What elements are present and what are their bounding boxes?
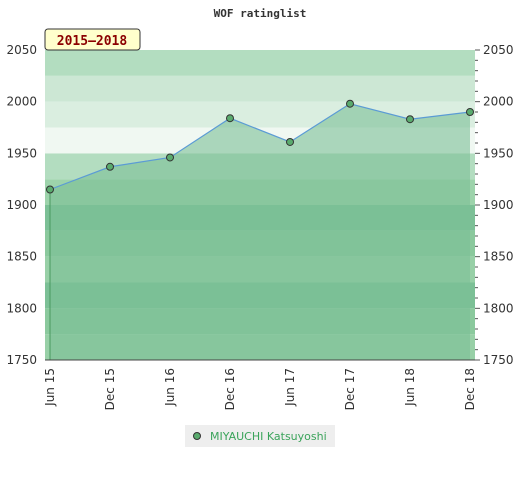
y-tick-label-right: 1900 bbox=[483, 198, 514, 212]
y-tick-label-left: 2000 bbox=[6, 95, 37, 109]
data-point bbox=[346, 99, 354, 108]
data-point bbox=[226, 114, 234, 123]
data-point bbox=[106, 162, 114, 171]
series-line bbox=[49, 103, 471, 191]
legend-marker bbox=[193, 432, 201, 440]
background-band bbox=[45, 75, 475, 102]
legend-series-name: MIYAUCHI Katsuyoshi bbox=[210, 430, 327, 443]
x-tick-label: Dec 17 bbox=[343, 368, 357, 410]
x-tick-label: Dec 15 bbox=[103, 368, 117, 410]
y-tick-label-left: 1850 bbox=[6, 250, 37, 264]
data-point bbox=[406, 115, 414, 124]
y-tick-label-right: 1850 bbox=[483, 250, 514, 264]
data-point bbox=[166, 153, 174, 162]
x-tick-label: Jun 18 bbox=[403, 368, 417, 407]
y-tick-label-left: 1950 bbox=[6, 146, 37, 160]
y-tick-label-right: 2050 bbox=[483, 43, 514, 57]
period-badge-label: 2015–2018 bbox=[57, 34, 128, 49]
y-tick-label-left: 1750 bbox=[6, 353, 37, 367]
y-tick-label-left: 2050 bbox=[6, 43, 37, 57]
x-tick-label: Dec 16 bbox=[223, 368, 237, 410]
data-markers bbox=[46, 99, 474, 194]
y-tick-label-left: 1800 bbox=[6, 301, 37, 315]
area-layer bbox=[49, 103, 471, 360]
y-tick-label-right: 1800 bbox=[483, 301, 514, 315]
y-tick-label-right: 1950 bbox=[483, 146, 514, 160]
y-tick-label-right: 2000 bbox=[483, 95, 514, 109]
x-tick-label: Jun 16 bbox=[163, 368, 177, 407]
period-badge: 2015–2018 bbox=[44, 28, 141, 51]
background-band bbox=[45, 50, 475, 76]
data-point bbox=[286, 137, 294, 146]
data-point bbox=[466, 108, 474, 116]
y-tick-label-left: 1900 bbox=[6, 198, 37, 212]
x-tick-label: Jun 15 bbox=[43, 368, 57, 407]
legend-box bbox=[185, 425, 335, 447]
legend[interactable]: MIYAUCHI Katsuyoshi bbox=[185, 425, 335, 447]
chart-title: WOF ratinglist bbox=[214, 7, 307, 20]
period-badge-box bbox=[44, 28, 141, 51]
y-tick-label-right: 1750 bbox=[483, 353, 514, 367]
series-area bbox=[50, 103, 470, 360]
axes bbox=[45, 49, 480, 361]
tick-labels: 1750 1750 1800 1800 1850 1850 1900 1900 1950 1950… bbox=[6, 43, 513, 410]
data-point bbox=[46, 185, 54, 194]
x-tick-label: Dec 18 bbox=[463, 368, 477, 410]
x-tick-label: Jun 17 bbox=[283, 368, 297, 407]
